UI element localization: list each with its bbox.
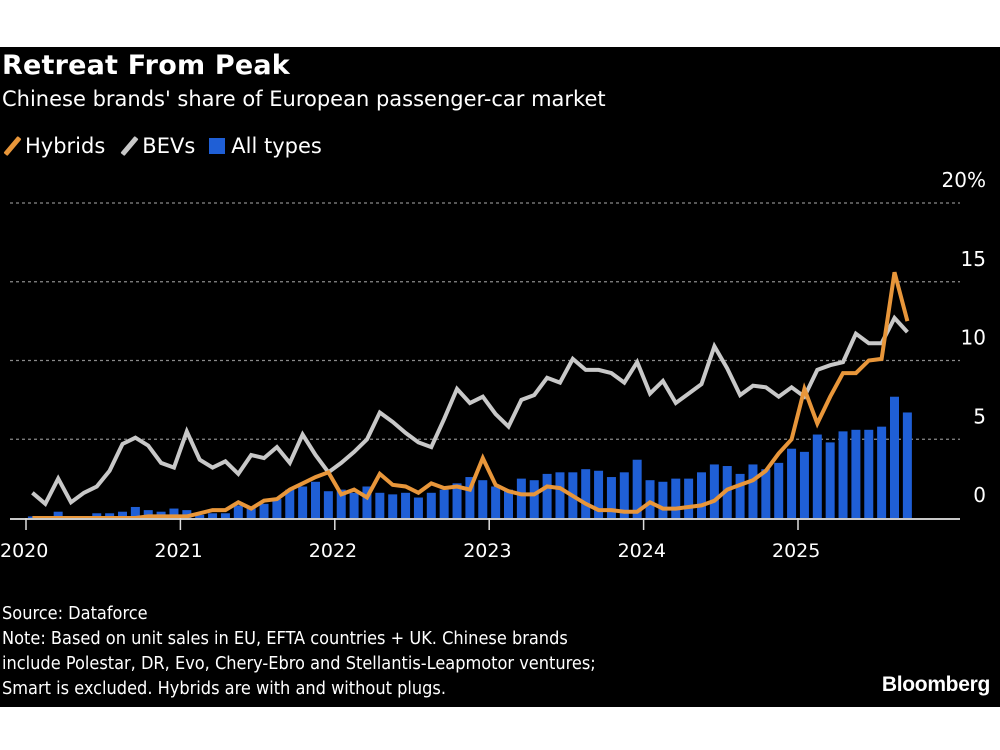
- bar-all-types: [581, 469, 591, 518]
- bar-all-types: [838, 431, 848, 518]
- bar-all-types: [478, 480, 488, 518]
- note-line-1: Note: Based on unit sales in EU, EFTA co…: [2, 628, 568, 649]
- y-tick-label-5: 5: [973, 404, 986, 428]
- legend-label-all-types: All types: [231, 134, 322, 158]
- bar-all-types: [233, 505, 243, 518]
- bar-all-types: [774, 462, 784, 518]
- bar-all-types: [92, 513, 102, 518]
- bar-all-types: [799, 451, 809, 518]
- bar-all-types: [118, 511, 127, 518]
- bar-all-types: [555, 472, 565, 518]
- bar-all-types: [491, 486, 501, 518]
- bar-all-types: [697, 472, 706, 518]
- bar-all-types: [323, 491, 333, 518]
- bar-all-types: [259, 503, 269, 518]
- footnotes: Source: Dataforce Note: Based on unit sa…: [2, 601, 596, 701]
- x-tick-label-2020: 2020: [0, 540, 48, 562]
- chart-subtitle: Chinese brands' share of European passen…: [2, 87, 606, 111]
- legend-item-bevs: BEVs: [119, 134, 195, 158]
- bar-all-types: [748, 464, 758, 518]
- bar-all-types: [375, 492, 385, 518]
- bar-all-types: [195, 514, 205, 518]
- legend-label-hybrids: Hybrids: [25, 134, 106, 158]
- bar-all-types: [362, 486, 372, 518]
- bar-all-types: [594, 470, 604, 518]
- y-tick-label-15: 15: [961, 247, 986, 271]
- bar-all-types: [877, 426, 887, 518]
- bar-all-types: [53, 511, 63, 518]
- gridlines: [10, 202, 960, 440]
- chart-title: Retreat From Peak: [2, 50, 290, 81]
- note-line-2: include Polestar, DR, Evo, Chery-Ebro an…: [2, 653, 596, 674]
- bar-all-types: [182, 510, 192, 518]
- bar-all-types: [787, 448, 797, 518]
- x-tick-label-2025: 2025: [772, 540, 820, 562]
- y-axis-labels: 0 5 10 15 20%: [942, 168, 986, 507]
- source-text: Source: Dataforce: [2, 603, 148, 624]
- bar-all-types: [413, 497, 423, 518]
- legend-item-all-types: All types: [209, 134, 322, 158]
- bar-all-types: [902, 412, 912, 518]
- legend-label-bevs: BEVs: [142, 134, 196, 158]
- bar-all-types: [143, 510, 153, 518]
- bar-all-types: [426, 492, 436, 518]
- bars-all-types: [27, 396, 912, 518]
- bar-all-types: [465, 477, 475, 518]
- legend-item-hybrids: Hybrids: [2, 134, 105, 158]
- bar-all-types: [452, 483, 462, 518]
- bar-all-types: [298, 486, 308, 518]
- line-bevs: [31, 314, 909, 507]
- bar-all-types: [632, 459, 642, 518]
- x-tick-label-2024: 2024: [618, 540, 666, 562]
- bar-all-types: [735, 473, 745, 518]
- bar-all-types: [401, 492, 411, 518]
- bar-all-types: [606, 477, 616, 518]
- bar-all-types: [130, 506, 140, 518]
- x-tick-label-2022: 2022: [309, 540, 357, 562]
- bar-all-types: [311, 481, 320, 518]
- bar-all-types: [812, 434, 822, 518]
- bar-all-types: [336, 489, 346, 518]
- bar-all-types: [684, 478, 694, 518]
- bar-all-types: [504, 489, 513, 518]
- bar-all-types: [825, 442, 835, 518]
- series-lines: [31, 271, 910, 520]
- bar-all-types: [516, 478, 526, 518]
- y-tick-label-20: 20%: [942, 168, 986, 192]
- bar-all-types: [542, 473, 552, 518]
- bar-all-types: [658, 481, 668, 518]
- bar-all-types: [645, 480, 655, 518]
- bar-all-types: [246, 506, 256, 518]
- bar-all-types: [619, 472, 629, 518]
- line-hybrids: [32, 271, 910, 520]
- bar-all-types: [529, 480, 539, 518]
- bar-all-types: [208, 513, 218, 518]
- bar-all-types: [169, 508, 179, 518]
- all-types-swatch-icon: [209, 138, 226, 154]
- bar-all-types: [285, 489, 295, 518]
- bar-all-types: [439, 489, 449, 518]
- x-axis: 2020 2021 2022 2023 2024 2025: [0, 518, 960, 562]
- bar-all-types: [864, 429, 874, 518]
- bar-all-types: [272, 499, 282, 518]
- bar-all-types: [220, 513, 230, 518]
- bar-all-types: [709, 464, 719, 518]
- x-tick-label-2023: 2023: [463, 540, 511, 562]
- bar-all-types: [851, 429, 861, 518]
- bar-all-types: [890, 396, 899, 518]
- legend: Hybrids BEVs All types: [2, 134, 336, 158]
- note-line-3: Smart is excluded. Hybrids are with and …: [2, 678, 446, 699]
- bar-all-types: [671, 478, 681, 518]
- chart-background: [0, 47, 1000, 707]
- bar-all-types: [388, 494, 398, 518]
- bar-all-types: [761, 469, 771, 518]
- y-tick-label-0: 0: [973, 483, 986, 507]
- bloomberg-logo: Bloomberg: [881, 673, 990, 696]
- bar-all-types: [349, 492, 359, 518]
- x-tick-label-2021: 2021: [154, 540, 202, 562]
- bar-all-types: [105, 513, 115, 518]
- y-tick-label-10: 10: [961, 326, 986, 350]
